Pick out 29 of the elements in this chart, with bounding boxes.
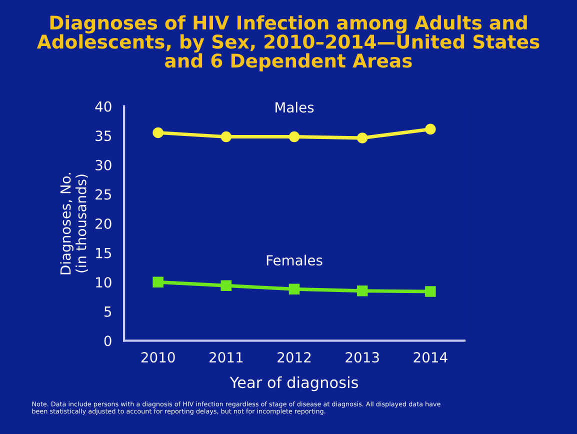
point: [356, 286, 368, 296]
y-tick-label: 20: [96, 218, 112, 229]
y-tick-label: 40: [95, 101, 112, 112]
chart-title: Diagnoses of HIV Infection among Adults and Adolescents, by Sex, 2010–2014—United States and 6 Dependent Areas: [36, 15, 540, 72]
point: [220, 280, 232, 291]
series-label: Females: [266, 254, 322, 266]
y-tick-label: 10: [96, 277, 112, 288]
point: [288, 131, 300, 142]
point: [152, 127, 164, 138]
y-tick-label: 25: [96, 189, 112, 200]
y-tick-label: 30: [96, 160, 112, 170]
y-tick-label: 15: [96, 248, 112, 258]
y-tick-label: 0: [104, 336, 112, 346]
x-tick-label: 2010: [141, 352, 175, 363]
point: [288, 284, 300, 295]
y-axis-title: Diagnoses, No. (in thousands): [60, 172, 88, 274]
point: [220, 131, 232, 142]
y-tick-label: 35: [96, 130, 112, 142]
x-tick-label: 2012: [278, 352, 311, 363]
point: [425, 124, 436, 135]
series-label: Males: [276, 102, 314, 113]
x-tick-label: 2013: [346, 352, 379, 363]
point: [356, 132, 368, 144]
point: [152, 276, 164, 288]
y-tick-label: 5: [104, 306, 112, 317]
x-tick-label: 2011: [210, 352, 243, 363]
point: [425, 286, 436, 297]
x-axis-title: Year of diagnosis: [230, 376, 358, 392]
x-tick-label: 2014: [414, 352, 448, 363]
